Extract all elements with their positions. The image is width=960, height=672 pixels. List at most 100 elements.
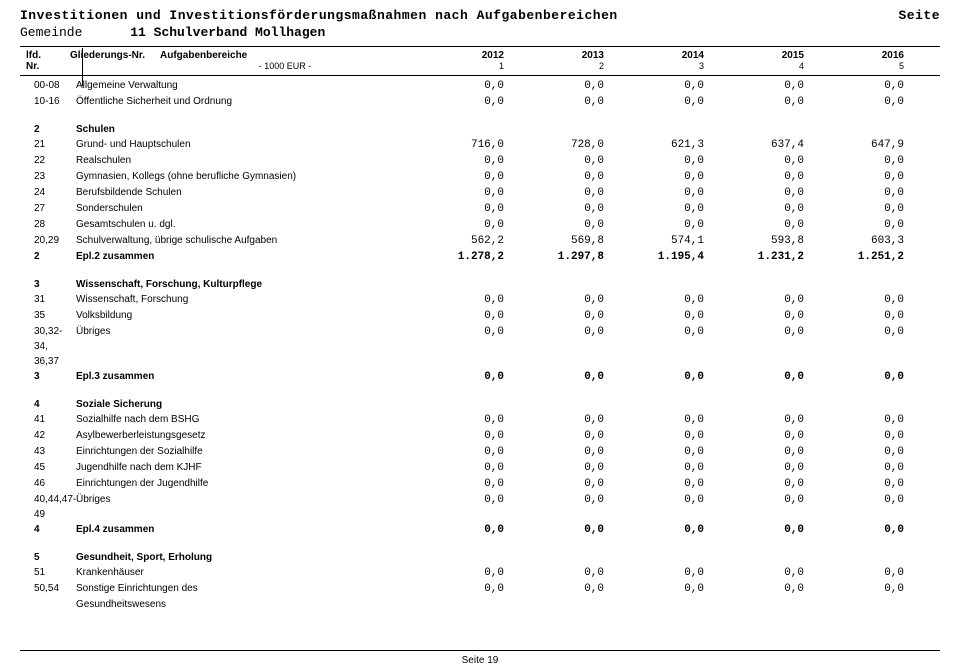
row-value: 0,0 bbox=[710, 95, 810, 110]
row-value: 0,0 bbox=[410, 202, 510, 217]
row-desc: Epl.3 zusammen bbox=[76, 369, 410, 384]
row-nr: 50,54 bbox=[20, 581, 76, 596]
row-value: 0,0 bbox=[410, 325, 510, 340]
row-value: 0,0 bbox=[410, 461, 510, 476]
row-desc: Epl.2 zusammen bbox=[76, 249, 410, 264]
row-value: 0,0 bbox=[710, 445, 810, 460]
row-nr: 10-16 bbox=[20, 94, 76, 109]
table-row: 43Einrichtungen der Sozialhilfe0,00,00,0… bbox=[20, 444, 940, 460]
row-value: 0,0 bbox=[610, 413, 710, 428]
table-row: 46Einrichtungen der Jugendhilfe0,00,00,0… bbox=[20, 476, 940, 492]
row-value: 0,0 bbox=[510, 445, 610, 460]
row-value: 0,0 bbox=[510, 461, 610, 476]
row-value: 0,0 bbox=[410, 566, 510, 581]
row-value: 0,0 bbox=[410, 477, 510, 492]
table-row: 2Schulen bbox=[20, 122, 940, 137]
row-value: 0,0 bbox=[510, 523, 610, 538]
row-value: 0,0 bbox=[510, 370, 610, 385]
row-desc: Volksbildung bbox=[76, 308, 410, 323]
table-row: 35Volksbildung0,00,00,00,00,0 bbox=[20, 308, 940, 324]
table-row: 3Epl.3 zusammen0,00,00,00,00,0 bbox=[20, 369, 940, 385]
row-value: 0,0 bbox=[510, 325, 610, 340]
row-value: 0,0 bbox=[510, 202, 610, 217]
row-nr: 30,32-34, bbox=[20, 324, 76, 354]
row-value: 0,0 bbox=[610, 170, 710, 185]
row-desc: Grund- und Hauptschulen bbox=[76, 137, 410, 152]
row-desc: Sonstige Einrichtungen des bbox=[76, 581, 410, 596]
row-nr: 21 bbox=[20, 137, 76, 152]
row-value: 0,0 bbox=[410, 309, 510, 324]
table-row: 50,54Sonstige Einrichtungen des0,00,00,0… bbox=[20, 581, 940, 597]
row-value: 0,0 bbox=[810, 325, 910, 340]
col-3: 3 bbox=[610, 61, 710, 71]
row-desc: Schulverwaltung, übrige schulische Aufga… bbox=[76, 233, 410, 248]
table-row: 00-08Allgemeine Verwaltung0,00,00,00,00,… bbox=[20, 78, 940, 94]
row-value: 0,0 bbox=[510, 413, 610, 428]
gemeinde-row: Gemeinde 11 Schulverband Mollhagen bbox=[20, 25, 940, 40]
row-desc: Wissenschaft, Forschung bbox=[76, 292, 410, 307]
row-nr: 3 bbox=[20, 369, 76, 384]
row-desc: Realschulen bbox=[76, 153, 410, 168]
table-row: 28Gesamtschulen u. dgl.0,00,00,00,00,0 bbox=[20, 217, 940, 233]
row-value: 0,0 bbox=[610, 523, 710, 538]
col-lfd: lfd. bbox=[20, 50, 70, 61]
row-value: 0,0 bbox=[410, 170, 510, 185]
row-value: 0,0 bbox=[710, 566, 810, 581]
row-value: 569,8 bbox=[510, 234, 610, 249]
row-value: 0,0 bbox=[610, 566, 710, 581]
row-value: 0,0 bbox=[410, 218, 510, 233]
row-desc: Epl.4 zusammen bbox=[76, 522, 410, 537]
row-value: 0,0 bbox=[810, 429, 910, 444]
row-value: 0,0 bbox=[710, 293, 810, 308]
table-row: 24Berufsbildende Schulen0,00,00,00,00,0 bbox=[20, 185, 940, 201]
row-value: 0,0 bbox=[610, 477, 710, 492]
row-value: 0,0 bbox=[710, 582, 810, 597]
row-value: 0,0 bbox=[610, 186, 710, 201]
row-value: 0,0 bbox=[810, 95, 910, 110]
row-desc: Berufsbildende Schulen bbox=[76, 185, 410, 200]
row-value: 0,0 bbox=[710, 429, 810, 444]
row-desc: Gymnasien, Kollegs (ohne berufliche Gymn… bbox=[76, 169, 410, 184]
row-nr: 42 bbox=[20, 428, 76, 443]
row-nr: 35 bbox=[20, 308, 76, 323]
row-value: 0,0 bbox=[710, 186, 810, 201]
table-row: 22Realschulen0,00,00,00,00,0 bbox=[20, 153, 940, 169]
table-row: 36,37 bbox=[20, 354, 940, 369]
row-value: 0,0 bbox=[510, 79, 610, 94]
table-row: 30,32-34,Übriges0,00,00,00,00,0 bbox=[20, 324, 940, 354]
row-value: 0,0 bbox=[410, 186, 510, 201]
row-desc: Asylbewerberleistungsgesetz bbox=[76, 428, 410, 443]
row-value: 0,0 bbox=[710, 218, 810, 233]
row-value: 0,0 bbox=[510, 566, 610, 581]
row-desc: Allgemeine Verwaltung bbox=[76, 78, 410, 93]
row-nr: 31 bbox=[20, 292, 76, 307]
row-value: 0,0 bbox=[610, 370, 710, 385]
row-value: 593,8 bbox=[710, 234, 810, 249]
row-value: 0,0 bbox=[810, 477, 910, 492]
row-spacer bbox=[20, 265, 940, 277]
row-value: 0,0 bbox=[510, 477, 610, 492]
row-value: 603,3 bbox=[810, 234, 910, 249]
row-value: 0,0 bbox=[710, 493, 810, 508]
row-value: 647,9 bbox=[810, 138, 910, 153]
report-header: Investitionen und Investitionsförderungs… bbox=[20, 8, 940, 23]
row-desc: Einrichtungen der Jugendhilfe bbox=[76, 476, 410, 491]
row-nr: 24 bbox=[20, 185, 76, 200]
row-nr: 3 bbox=[20, 277, 76, 292]
row-value: 0,0 bbox=[410, 523, 510, 538]
table-row: 10-16Öffentliche Sicherheit und Ordnung0… bbox=[20, 94, 940, 110]
row-nr: 51 bbox=[20, 565, 76, 580]
table-body: 00-08Allgemeine Verwaltung0,00,00,00,00,… bbox=[20, 78, 940, 612]
col-aufg: Aufgabenbereiche bbox=[160, 50, 410, 61]
row-value: 0,0 bbox=[510, 293, 610, 308]
row-value: 0,0 bbox=[510, 429, 610, 444]
row-value: 0,0 bbox=[410, 445, 510, 460]
row-value: 0,0 bbox=[710, 461, 810, 476]
row-value: 0,0 bbox=[510, 170, 610, 185]
row-value: 0,0 bbox=[710, 79, 810, 94]
row-value: 0,0 bbox=[810, 186, 910, 201]
row-value: 0,0 bbox=[410, 413, 510, 428]
row-value: 0,0 bbox=[510, 154, 610, 169]
row-value: 0,0 bbox=[610, 154, 710, 169]
row-value: 0,0 bbox=[810, 170, 910, 185]
